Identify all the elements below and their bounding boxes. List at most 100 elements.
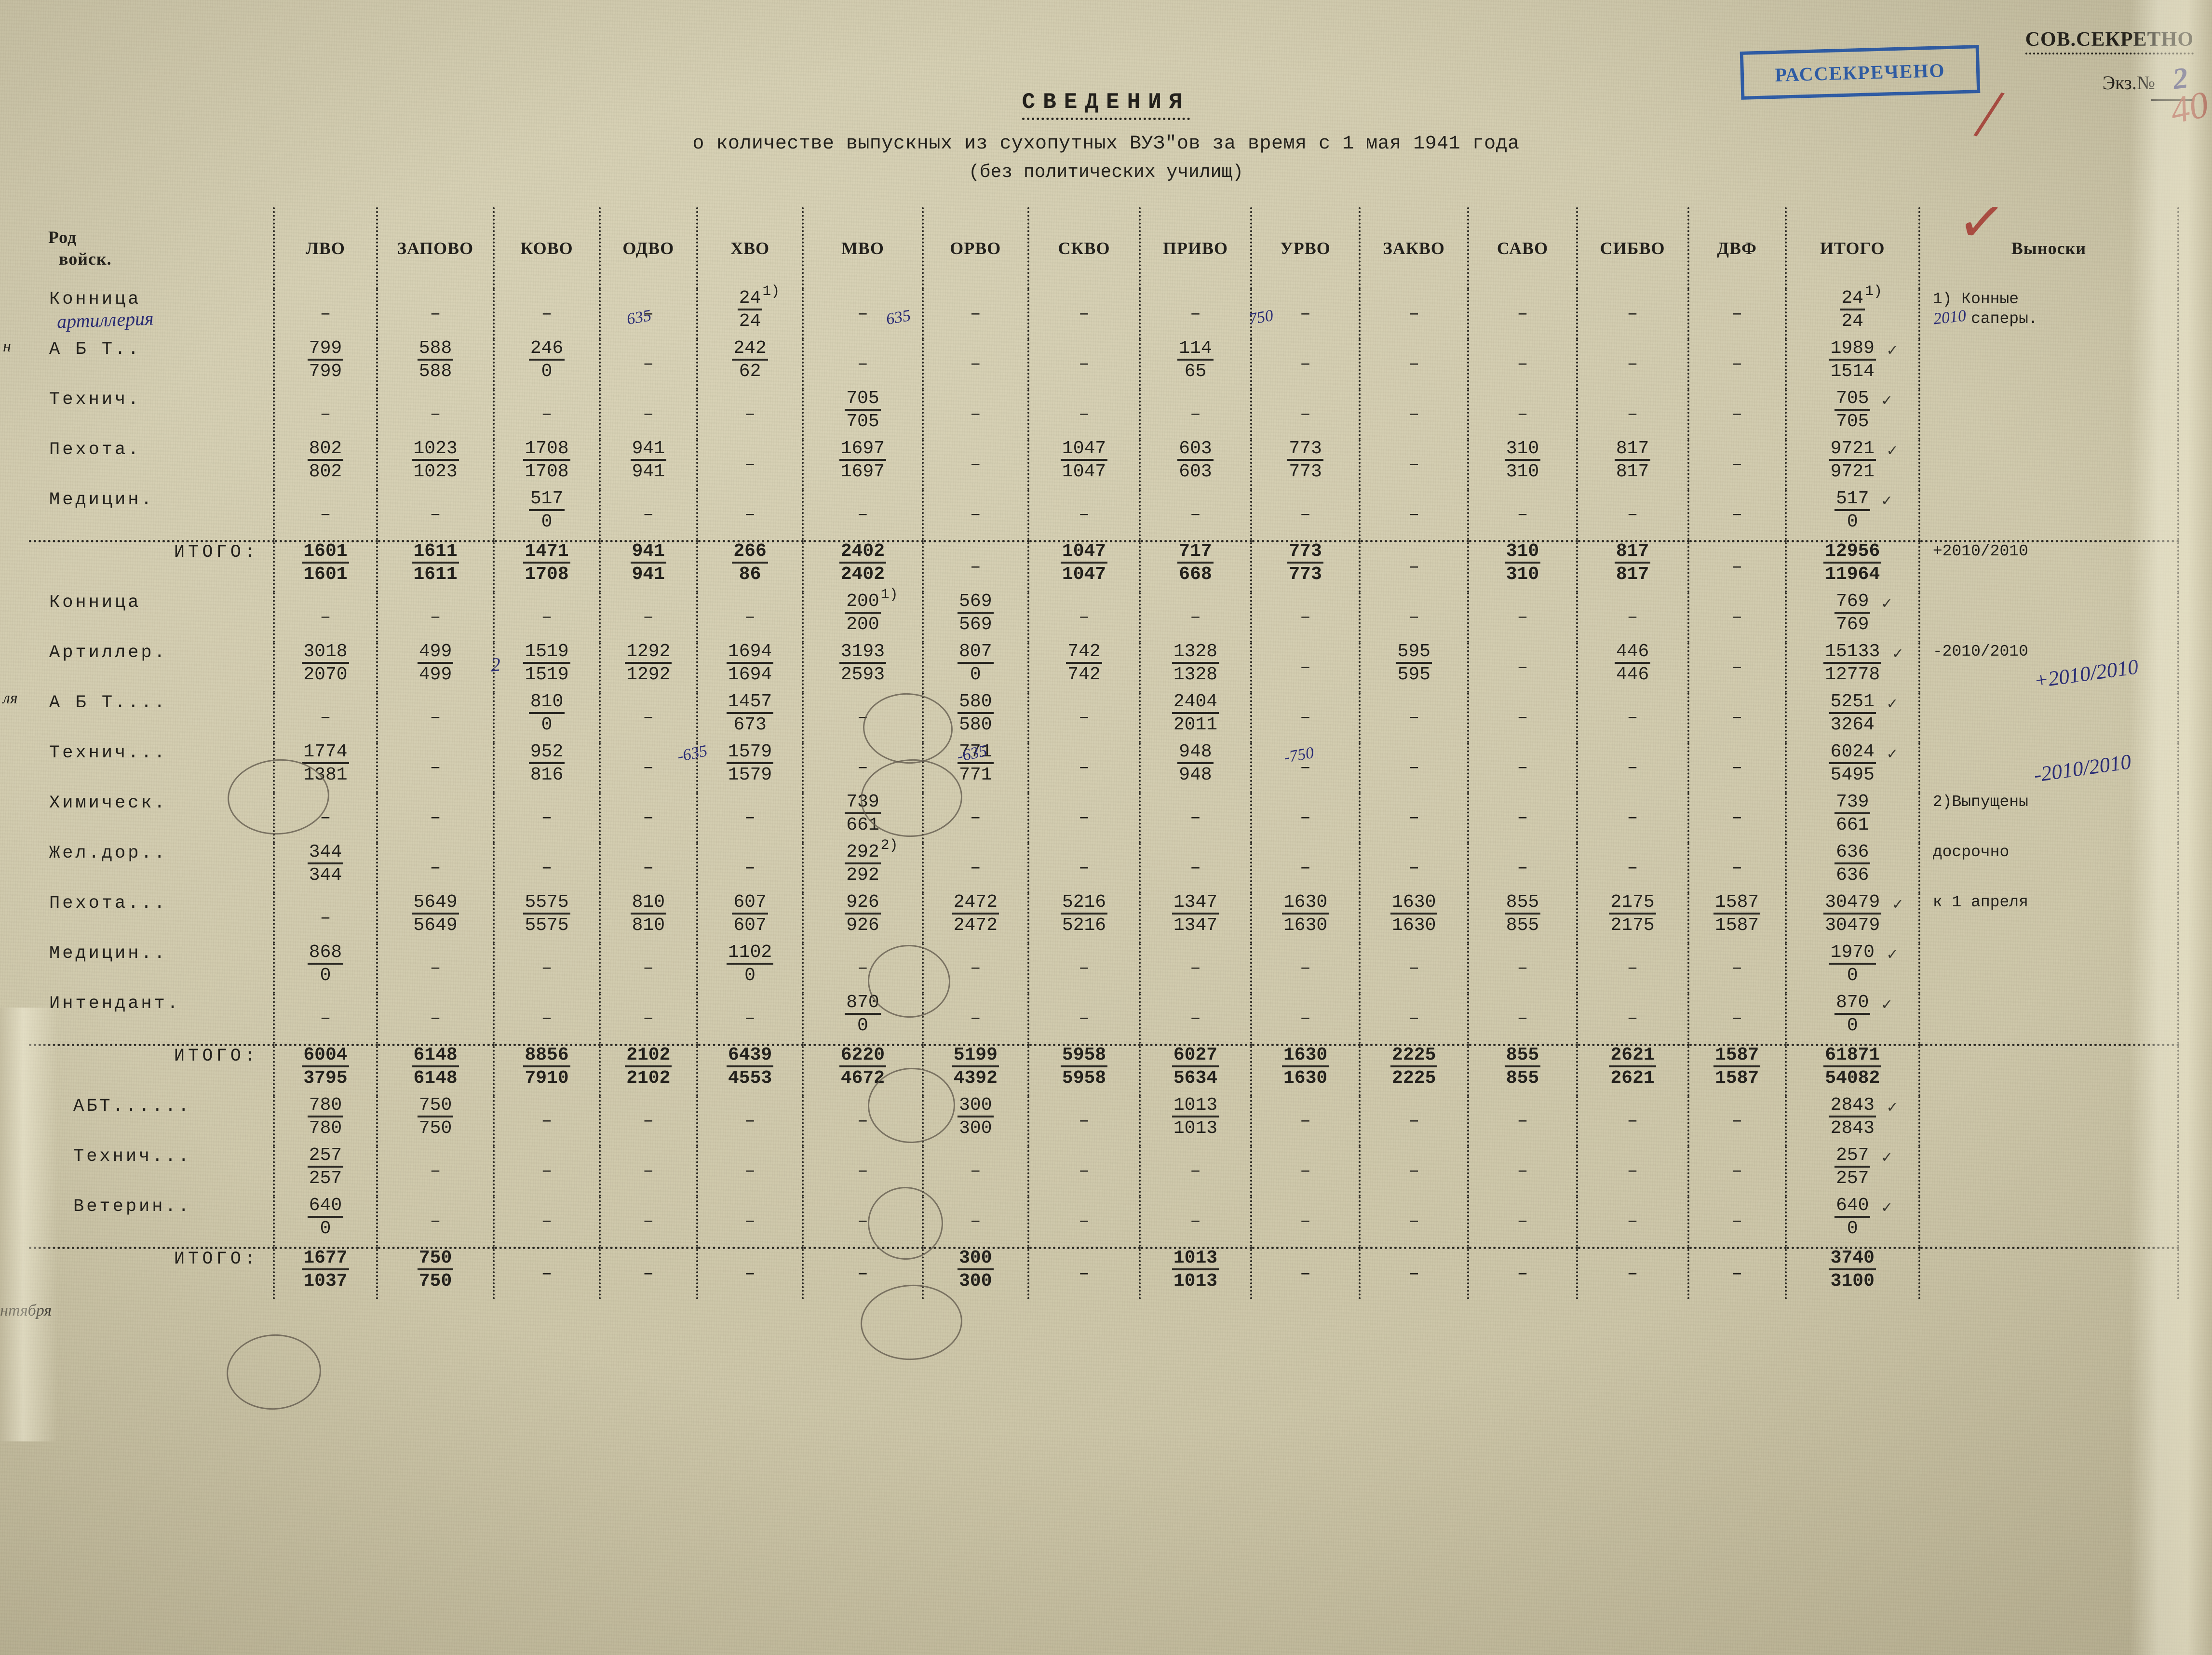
- checkmark-icon: ✓: [1882, 1149, 1892, 1168]
- fraction-value: 941 941: [630, 542, 667, 584]
- table-cell: –: [1359, 994, 1469, 1045]
- table-cell: –: [598, 693, 697, 743]
- fraction-numerator: 636: [1834, 843, 1871, 864]
- fraction-value: 310 310: [1504, 542, 1541, 584]
- empty-value: –: [541, 1111, 553, 1131]
- fraction-value: 3018 2070: [302, 643, 349, 684]
- table-cell: –: [1687, 743, 1786, 793]
- empty-value: –: [541, 304, 553, 324]
- row-label: Артиллер.: [49, 643, 167, 663]
- table-cell: –: [1250, 592, 1360, 643]
- table-cell: –: [1687, 440, 1786, 490]
- empty-value: –: [1190, 304, 1201, 324]
- empty-value: –: [1517, 354, 1528, 375]
- table-cell: 6027 5634: [1139, 1044, 1251, 1096]
- table-cell: 1457 673: [696, 693, 803, 743]
- fraction-denominator: 0: [541, 361, 553, 382]
- empty-value: –: [1517, 657, 1528, 678]
- empty-value: –: [1408, 354, 1420, 375]
- fraction-value: 1047 1047: [1060, 542, 1108, 584]
- fraction-numerator: 300: [958, 1096, 994, 1117]
- empty-value: –: [643, 607, 654, 628]
- empty-value: –: [1627, 1008, 1638, 1029]
- fraction-numerator: 580: [958, 693, 994, 714]
- table-cell: 810 810: [598, 893, 697, 943]
- empty-value: –: [1731, 1161, 1743, 1182]
- table-cell: –: [696, 843, 803, 893]
- fraction-numerator: 1677: [302, 1249, 349, 1270]
- table-cell: –: [493, 390, 600, 440]
- empty-value: –: [1731, 557, 1743, 578]
- table-cell: –: [1250, 1197, 1360, 1248]
- table-cell: –: [1139, 289, 1251, 339]
- fraction-value: 1697 1697: [839, 440, 887, 481]
- empty-value: –: [1079, 354, 1090, 375]
- footnote-ref: 1): [1865, 283, 1883, 300]
- empty-value: –: [1731, 1211, 1743, 1232]
- table-cell: 948 948: [1139, 743, 1251, 793]
- fraction-denominator: 1328: [1173, 664, 1218, 685]
- empty-value: –: [643, 404, 654, 425]
- table-cell: –: [1576, 843, 1688, 893]
- table-cell: –: [273, 289, 377, 339]
- fraction-numerator: 246: [528, 339, 565, 361]
- table-cell: 6439 4553: [696, 1044, 803, 1096]
- fraction-value: 580 580: [958, 693, 994, 735]
- fraction-numerator: 952: [528, 743, 565, 764]
- table-cell: –: [1359, 793, 1469, 843]
- empty-value: –: [1079, 304, 1090, 324]
- empty-value: –: [1731, 607, 1743, 628]
- empty-value: –: [643, 354, 654, 375]
- table-cell: 1630 1630: [1250, 893, 1360, 943]
- table-cell: –: [1359, 693, 1469, 743]
- empty-value: –: [1731, 807, 1743, 828]
- table-cell: –: [921, 289, 1029, 339]
- table-cell: –: [493, 994, 600, 1045]
- empty-value: –: [1731, 958, 1743, 979]
- fraction-denominator: 2472: [953, 915, 998, 936]
- table-cell: 750 750: [376, 1247, 494, 1299]
- fraction-value: 1708 1708: [523, 440, 570, 481]
- table-row: Интендант. – – – – –870 0– – – – – – – –870 0 ✓: [29, 994, 2180, 1045]
- fraction-denominator: 9721: [1830, 461, 1875, 482]
- fraction-denominator: 668: [1179, 564, 1212, 585]
- table-cell: –: [493, 1197, 600, 1248]
- table-cell: –: [1576, 743, 1688, 793]
- empty-value: –: [1300, 504, 1311, 525]
- fraction-denominator: 580: [959, 714, 992, 735]
- fraction-value: 6148 6148: [412, 1046, 459, 1088]
- fraction-value: 5575 5575: [523, 893, 570, 935]
- empty-value: –: [744, 1211, 755, 1232]
- table-cell: –: [1576, 1197, 1688, 1248]
- empty-value: –: [1190, 404, 1201, 425]
- footnote-cell: [1918, 1096, 2180, 1146]
- table-row: Технич. – – – – –705 705– – – – – – – –705 705 ✓: [29, 390, 2180, 440]
- table-cell: –: [1687, 1197, 1786, 1248]
- fraction-numerator: 30479: [1823, 893, 1882, 915]
- empty-value: –: [1627, 757, 1638, 778]
- fraction-numerator: 1697: [839, 440, 887, 461]
- checkmark-icon: ✓: [1892, 646, 1903, 664]
- fraction-numerator: 855: [1504, 1046, 1541, 1067]
- empty-value: –: [643, 807, 654, 828]
- fraction-denominator: 2175: [1610, 915, 1655, 936]
- table-cell: –: [921, 843, 1029, 893]
- handwritten-annotation: н: [3, 337, 11, 355]
- table-cell: 5199 4392: [921, 1044, 1029, 1096]
- fraction-numerator: 15133: [1823, 643, 1882, 664]
- table-cell: –: [1467, 490, 1577, 541]
- fraction-denominator: 5216: [1062, 915, 1106, 936]
- table-cell: –: [921, 540, 1029, 592]
- table-cell: 926 926: [802, 893, 923, 943]
- fraction-value: 607 607: [732, 893, 768, 935]
- empty-value: –: [744, 858, 755, 878]
- empty-value: –: [857, 354, 868, 375]
- footnote-cell: к 1 апреля: [1918, 893, 2180, 943]
- fraction-denominator: 0: [744, 965, 755, 986]
- fraction-numerator: 114: [1177, 339, 1214, 361]
- empty-value: –: [643, 707, 654, 728]
- table-cell: 802 802: [273, 440, 377, 490]
- empty-value: –: [1517, 504, 1528, 525]
- fraction-denominator: 1601: [303, 564, 348, 585]
- empty-value: –: [1079, 1111, 1090, 1131]
